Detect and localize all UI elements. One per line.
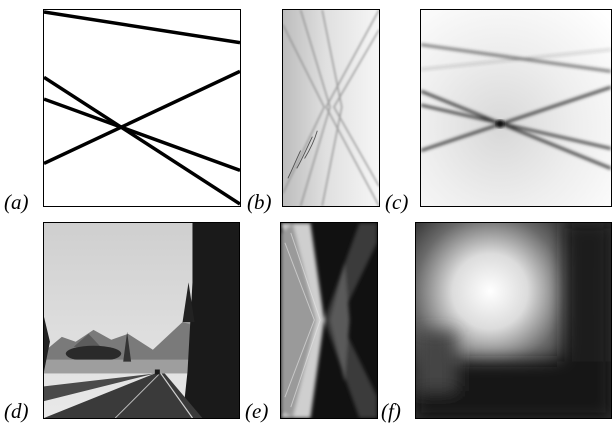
line-1	[44, 10, 240, 45]
panel-c-accumulator	[420, 9, 612, 207]
line-4	[44, 69, 240, 166]
label-a: (a)	[4, 190, 29, 214]
panel-e-transform	[280, 222, 378, 419]
label-e: (e)	[245, 399, 269, 423]
panel-d-road-photo	[43, 222, 240, 419]
panel-f-svg	[416, 223, 611, 418]
line-3	[44, 97, 240, 172]
panel-b-transform	[282, 9, 380, 207]
label-d: (d)	[4, 399, 29, 423]
panel-d-svg	[44, 223, 239, 418]
label-f: (f)	[381, 399, 401, 423]
panel-c-svg	[421, 10, 611, 206]
panel-b-svg	[283, 10, 379, 206]
panel-f-blur-map	[415, 222, 612, 419]
panel-a-svg	[44, 10, 240, 206]
panel-e-svg	[281, 223, 377, 418]
panel-a-lines	[43, 9, 241, 207]
label-c: (c)	[385, 190, 409, 214]
label-b: (b)	[247, 190, 272, 214]
line-2	[44, 75, 240, 206]
